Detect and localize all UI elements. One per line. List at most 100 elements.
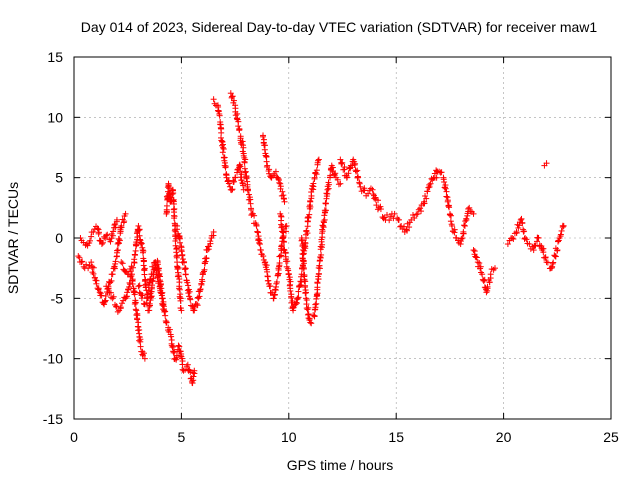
data-point-interp <box>273 278 280 285</box>
data-point-interp <box>232 174 239 181</box>
data-point-interp <box>173 226 180 233</box>
data-point-interp <box>261 146 268 153</box>
data-point-interp <box>554 247 561 254</box>
data-point-interp <box>191 304 198 311</box>
data-point-interp <box>306 211 313 218</box>
data-point-interp <box>300 257 307 264</box>
data-point-interp <box>178 248 185 255</box>
data-point-interp <box>286 274 293 281</box>
data-point-interp <box>90 264 97 271</box>
data-point-interp <box>238 177 245 184</box>
data-point-interp <box>322 200 329 207</box>
data-point-interp <box>257 241 264 248</box>
data-point-interp <box>161 305 168 312</box>
data-point <box>272 168 279 175</box>
data-point <box>315 156 322 163</box>
data-point-interp <box>267 173 274 180</box>
data-point-interp <box>113 303 120 310</box>
data-point-interp <box>391 210 398 217</box>
data-point-interp <box>229 186 236 193</box>
data-point-interp <box>298 278 305 285</box>
data-point-interp <box>260 253 267 260</box>
data-point-interp <box>112 224 119 231</box>
data-point-interp <box>216 112 223 119</box>
data-point-interp <box>101 298 108 305</box>
data-point-interp <box>219 149 226 156</box>
x-axis-label: GPS time / hours <box>287 457 394 473</box>
data-point-interp <box>296 282 303 289</box>
data-point <box>492 265 499 272</box>
data-point-interp <box>119 260 126 267</box>
data-point-interp <box>129 278 136 285</box>
data-point-interp <box>411 215 418 222</box>
y-tick-label: 15 <box>47 49 63 65</box>
data-point-interp <box>447 218 454 225</box>
data-point-interp <box>290 304 297 311</box>
data-point <box>227 90 234 97</box>
data-point-interp <box>114 247 121 254</box>
data-point-interp <box>279 223 286 230</box>
data-point-interp <box>132 299 139 306</box>
data-point-interp <box>315 270 322 277</box>
data-point-interp <box>79 258 86 265</box>
data-point-interp <box>523 236 530 243</box>
data-point <box>414 210 421 217</box>
data-point-interp <box>125 286 132 293</box>
data-point-interp <box>170 349 177 356</box>
data-point-interp <box>486 279 493 286</box>
y-tick-label: -5 <box>51 290 64 306</box>
data-point-interp <box>85 265 92 272</box>
data-point-interp <box>323 195 330 202</box>
data-point-interp <box>95 285 102 292</box>
data-point-interp <box>188 302 195 309</box>
data-point <box>522 235 529 241</box>
data-point-interp <box>271 291 278 298</box>
data-point-interp <box>199 269 206 276</box>
data-point-interp <box>180 259 187 266</box>
data-point-interp <box>425 184 432 191</box>
data-point-interp <box>160 298 167 305</box>
data-point-interp <box>225 180 232 187</box>
data-point-interp <box>451 229 458 236</box>
data-point <box>356 180 363 187</box>
data-point-interp <box>558 227 565 234</box>
data-point-interp <box>284 258 291 265</box>
data-point-interp <box>395 216 402 223</box>
data-point-interp <box>179 361 186 368</box>
data-point-interp <box>300 246 307 253</box>
data-point-interp <box>245 191 252 198</box>
data-point-interp <box>231 97 238 104</box>
data-point-interp <box>215 107 222 114</box>
data-point-interp <box>131 291 138 298</box>
data-point-interp <box>403 227 410 234</box>
data-point-interp <box>438 169 445 176</box>
data-point-interp <box>130 264 137 271</box>
data-point-interp <box>433 167 440 174</box>
data-point-interp <box>421 200 428 207</box>
data-point-interp <box>410 211 417 218</box>
x-tick-label: 25 <box>603 429 619 445</box>
data-point-interp <box>91 274 98 281</box>
data-point <box>75 253 82 260</box>
data-point-interp <box>510 235 517 242</box>
data-point-interp <box>518 215 525 222</box>
data-point-interp <box>316 265 323 272</box>
data-point-interp <box>463 215 470 222</box>
data-point <box>275 271 282 278</box>
data-point <box>118 259 125 266</box>
data-point-interp <box>305 214 312 221</box>
data-point-interp <box>76 254 83 261</box>
data-point <box>264 162 271 169</box>
data-point-interp <box>170 197 177 204</box>
data-point-interp <box>186 288 193 295</box>
data-point-interp <box>263 158 270 165</box>
data-point-interp <box>361 187 368 194</box>
data-point-interp <box>218 129 225 136</box>
data-point-interp <box>310 180 317 187</box>
data-point-interp <box>443 193 450 200</box>
data-point-interp <box>314 280 321 287</box>
data-point-interp <box>117 304 124 311</box>
data-point-interp <box>206 243 213 250</box>
data-point-interp <box>91 226 98 233</box>
